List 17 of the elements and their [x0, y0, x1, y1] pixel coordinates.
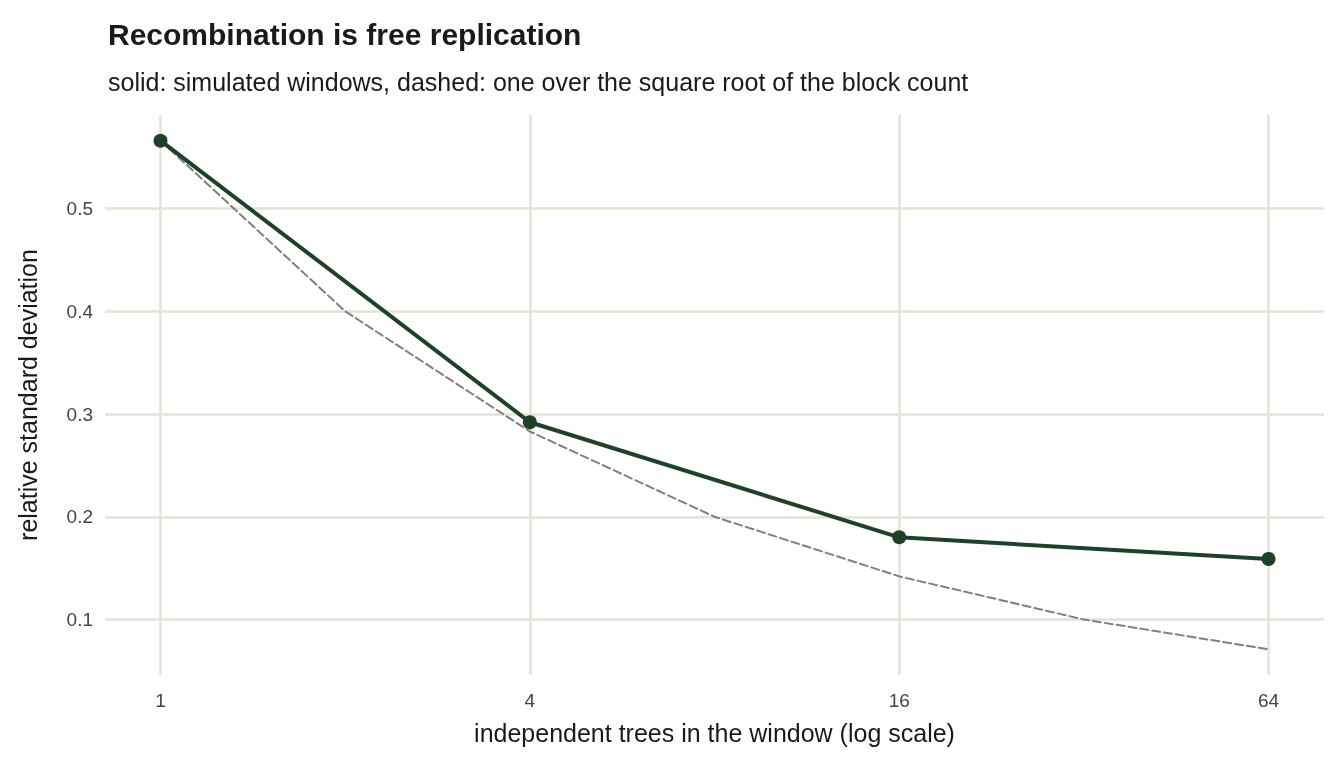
y-axis-title: relative standard deviation [13, 249, 42, 541]
y-tick-label: 0.5 [66, 198, 93, 219]
x-tick-label: 4 [524, 690, 536, 711]
point [153, 133, 168, 148]
point [1261, 551, 1276, 566]
point [522, 415, 537, 430]
x-tick-label: 1 [155, 690, 166, 711]
chart-subtitle: solid: simulated windows, dashed: one over the square root of the block count [108, 67, 969, 96]
y-tick-label: 0.4 [66, 300, 94, 322]
chart-title: Recombination is free replication [108, 17, 582, 51]
point [892, 530, 907, 545]
x-tick-label: 64 [1258, 690, 1280, 711]
y-tick-label: 0.1 [66, 609, 93, 631]
y-tick-label: 0.3 [66, 403, 93, 425]
y-tick-label: 0.2 [66, 506, 93, 528]
x-axis-title: independent trees in the window (log scale) [474, 718, 955, 747]
x-tick-label: 16 [888, 690, 910, 711]
